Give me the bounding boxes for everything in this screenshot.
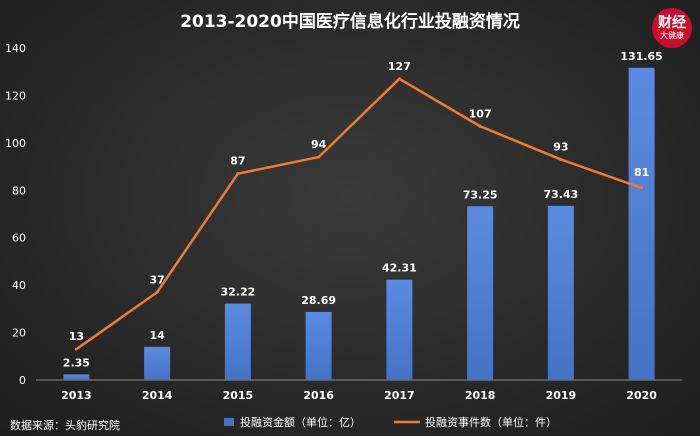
line-data-label: 94 bbox=[311, 138, 327, 151]
chart-title: 2013-2020中国医疗信息化行业投融资情况 bbox=[180, 11, 520, 32]
source-note: 数据来源：头豹研究院 bbox=[10, 418, 120, 432]
line-point bbox=[317, 155, 321, 159]
x-tick-label: 2016 bbox=[303, 389, 334, 402]
line-point bbox=[559, 157, 563, 161]
line-data-label: 81 bbox=[634, 166, 649, 179]
bar-data-label: 28.69 bbox=[301, 294, 336, 307]
legend: 投融资金额（单位：亿） 投融资事件数（单位：件） bbox=[224, 415, 557, 429]
line-series bbox=[74, 77, 644, 351]
bar-data-label: 131.65 bbox=[620, 50, 662, 63]
line-data-label: 13 bbox=[69, 330, 84, 343]
bar bbox=[467, 206, 494, 380]
axes: 0 20 40 60 80 100 120 140 2013 2014 2015 2016 2017 20… bbox=[5, 42, 682, 402]
y-tick-label: 60 bbox=[12, 232, 26, 245]
bar bbox=[63, 374, 90, 380]
line-point bbox=[640, 186, 644, 190]
bar bbox=[547, 205, 574, 380]
y-tick-label: 100 bbox=[5, 137, 26, 150]
y-tick-label: 80 bbox=[12, 184, 26, 197]
y-tick-label: 40 bbox=[12, 279, 26, 292]
y-tick-label: 20 bbox=[12, 327, 26, 340]
line-point bbox=[155, 290, 159, 294]
data-labels: 2.35 14 32.22 28.69 42.31 73.25 73.43 131.65 13 3… bbox=[63, 50, 663, 370]
bar bbox=[224, 303, 251, 380]
bar bbox=[305, 311, 332, 380]
legend-bar-label: 投融资金额（单位：亿） bbox=[240, 415, 361, 429]
line-path bbox=[75, 77, 643, 351]
bar-data-label: 73.43 bbox=[543, 188, 578, 201]
legend-bar-swatch bbox=[224, 418, 234, 426]
bar-series bbox=[63, 67, 655, 381]
bar-data-label: 73.25 bbox=[463, 188, 498, 201]
x-tick-label: 2017 bbox=[384, 389, 415, 402]
legend-line-label: 投融资事件数（单位：件） bbox=[425, 415, 557, 429]
line-data-label: 87 bbox=[230, 155, 245, 168]
y-tick-label: 0 bbox=[19, 374, 26, 387]
line-data-label: 93 bbox=[553, 140, 568, 153]
line-data-label: 127 bbox=[388, 60, 411, 73]
x-tick-label: 2014 bbox=[142, 389, 173, 402]
x-tick-label: 2019 bbox=[546, 389, 577, 402]
bar-data-label: 2.35 bbox=[63, 356, 90, 369]
bar-data-label: 42.31 bbox=[382, 262, 417, 275]
line-point bbox=[397, 77, 401, 81]
brand-logo-text: 财经 bbox=[658, 15, 686, 31]
brand-logo: 财经 大健康 bbox=[652, 8, 692, 48]
line-data-label: 37 bbox=[149, 273, 164, 286]
bar bbox=[628, 67, 655, 381]
y-tick-label: 120 bbox=[5, 89, 26, 102]
x-tick-label: 2015 bbox=[223, 389, 254, 402]
x-tick-label: 2020 bbox=[626, 389, 657, 402]
bar bbox=[386, 279, 413, 380]
line-point bbox=[236, 172, 240, 176]
x-tick-label: 2013 bbox=[61, 389, 92, 402]
bar bbox=[144, 346, 171, 380]
bar-data-label: 14 bbox=[149, 329, 165, 342]
line-point bbox=[74, 347, 78, 351]
x-tick-label: 2018 bbox=[465, 389, 496, 402]
brand-logo-subtext: 大健康 bbox=[660, 31, 684, 40]
bar-data-label: 32.22 bbox=[220, 286, 255, 299]
y-tick-label: 140 bbox=[5, 42, 26, 55]
line-point bbox=[478, 124, 482, 128]
line-data-label: 107 bbox=[469, 107, 492, 120]
